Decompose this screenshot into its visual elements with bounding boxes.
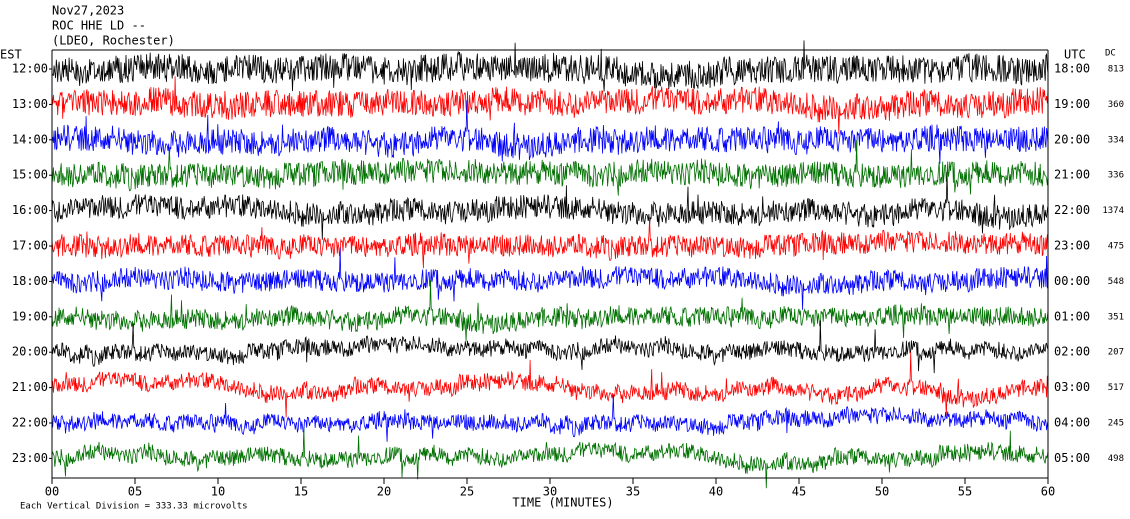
dc-value: 351 <box>1108 312 1124 322</box>
dc-value: 548 <box>1108 277 1124 287</box>
est-label: 20:00 <box>12 345 48 359</box>
est-label: 22:00 <box>12 416 48 430</box>
network: (LDEO, Rochester) <box>52 34 175 48</box>
dc-value: 334 <box>1108 135 1124 145</box>
traces <box>51 40 1049 489</box>
x-tick-label: 40 <box>709 485 723 499</box>
x-tick-label: 60 <box>1041 485 1055 499</box>
trace <box>51 320 1049 374</box>
est-label: 23:00 <box>12 451 48 465</box>
x-tick-label: 10 <box>211 485 225 499</box>
est-label: 14:00 <box>12 132 48 146</box>
dc-value: 245 <box>1108 419 1124 429</box>
dc-value: 498 <box>1108 454 1124 464</box>
utc-label: 02:00 <box>1054 345 1090 359</box>
x-tick-label: 45 <box>792 485 806 499</box>
x-tick-label: 30 <box>543 485 557 499</box>
station: ROC HHE LD -- <box>52 19 146 33</box>
utc-label: 21:00 <box>1054 168 1090 182</box>
trace <box>51 140 1049 196</box>
est-label: 13:00 <box>12 97 48 111</box>
x-tick-label: 05 <box>128 485 142 499</box>
date: Nov27,2023 <box>52 4 124 18</box>
trace <box>51 247 1049 310</box>
utc-label: 22:00 <box>1054 203 1090 217</box>
trace <box>51 76 1049 135</box>
utc-label: 03:00 <box>1054 380 1090 394</box>
dc-value: 475 <box>1108 242 1124 252</box>
left-axis-label: EST <box>0 48 22 62</box>
utc-label: 18:00 <box>1054 62 1090 76</box>
utc-label: 05:00 <box>1054 451 1090 465</box>
est-label: 12:00 <box>12 62 48 76</box>
dc-value: 517 <box>1108 383 1124 393</box>
dc-value: 360 <box>1108 100 1124 110</box>
trace <box>51 171 1049 240</box>
dc-value: 1374 <box>1102 206 1124 216</box>
est-label: 16:00 <box>12 203 48 217</box>
est-label: 19:00 <box>12 309 48 323</box>
est-label: 21:00 <box>12 380 48 394</box>
utc-label: 00:00 <box>1054 274 1090 288</box>
utc-label: 01:00 <box>1054 309 1090 323</box>
dc-value: 207 <box>1108 348 1124 358</box>
trace <box>51 394 1049 442</box>
utc-label: 04:00 <box>1054 416 1090 430</box>
trace <box>51 351 1049 418</box>
x-tick-label: 35 <box>626 485 640 499</box>
x-tick-label: 25 <box>460 485 474 499</box>
trace <box>51 218 1049 269</box>
footer: Each Vertical Division = 333.33 microvol… <box>20 502 248 512</box>
est-label: 17:00 <box>12 239 48 253</box>
trace <box>51 40 1049 92</box>
x-tick-label: 50 <box>875 485 889 499</box>
x-tick-label: 55 <box>958 485 972 499</box>
right-axis-label: UTC <box>1064 48 1086 62</box>
x-tick-label: 20 <box>377 485 391 499</box>
est-label: 18:00 <box>12 274 48 288</box>
utc-label: 19:00 <box>1054 97 1090 111</box>
utc-label: 23:00 <box>1054 239 1090 253</box>
x-axis-label: TIME (MINUTES) <box>512 496 613 510</box>
trace <box>51 426 1049 489</box>
trace <box>51 100 1049 164</box>
trace <box>51 279 1049 342</box>
x-tick-label: 00 <box>45 485 59 499</box>
dc-value: 336 <box>1108 171 1124 181</box>
utc-label: 20:00 <box>1054 132 1090 146</box>
x-tick-label: 15 <box>294 485 308 499</box>
est-label: 15:00 <box>12 168 48 182</box>
dc-label: DC <box>1105 49 1116 59</box>
dc-value: 813 <box>1108 65 1124 75</box>
